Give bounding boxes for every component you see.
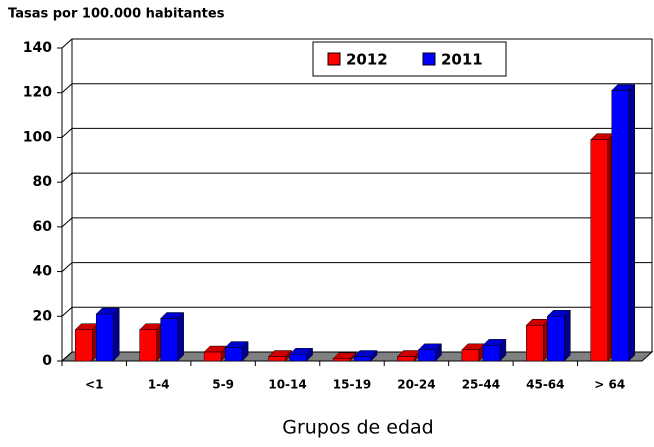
legend-label: 2011 <box>441 51 483 69</box>
legend-swatch <box>422 52 436 66</box>
y-tick-label: 20 <box>33 308 53 324</box>
x-tick-label: 20-24 <box>397 378 435 392</box>
bar-side <box>112 307 120 362</box>
grid-line-side <box>61 351 73 362</box>
legend-swatch <box>327 52 341 66</box>
bar <box>289 354 307 362</box>
bar <box>590 139 609 362</box>
bar <box>203 351 222 362</box>
bar-side <box>628 83 636 362</box>
grid-line-side <box>61 172 73 183</box>
bar <box>332 358 351 362</box>
bar <box>95 313 114 362</box>
grid-line-side <box>61 262 73 272</box>
grid-line-side <box>61 83 73 94</box>
x-tick-label: 10-14 <box>268 378 306 392</box>
y-tick-label: 40 <box>33 264 53 280</box>
plot-back-wall <box>71 38 653 353</box>
x-tick-label: 15-19 <box>333 378 371 392</box>
grid-line-side <box>61 128 73 138</box>
x-tick-label: 45-64 <box>526 378 564 392</box>
x-axis-label: Grupos de edad <box>282 417 433 439</box>
chart-title: Tasas por 100.000 habitantes <box>8 7 225 22</box>
grid-line-side <box>61 38 73 49</box>
bar <box>353 356 372 362</box>
y-tick-label: 100 <box>23 129 52 145</box>
bar <box>139 329 157 362</box>
bar-side <box>177 311 184 362</box>
y-tick-label: 60 <box>33 219 53 235</box>
x-tick-label: 25-44 <box>462 378 500 392</box>
bar <box>611 90 630 362</box>
y-tick-label: 140 <box>23 40 52 56</box>
bar <box>160 318 178 362</box>
legend-box <box>312 41 507 77</box>
bar <box>526 324 544 362</box>
bar <box>268 356 286 362</box>
bar <box>397 356 415 362</box>
bar <box>418 349 436 362</box>
bar-side <box>564 309 571 362</box>
x-tick-label: <1 <box>85 378 103 392</box>
x-tick-label: > 64 <box>594 378 625 392</box>
grid-line-side <box>61 217 73 228</box>
bar <box>482 345 501 362</box>
y-tick-label: 80 <box>33 174 53 190</box>
bar <box>74 329 93 362</box>
bar <box>461 349 480 362</box>
bar <box>224 347 243 362</box>
bar <box>547 316 565 362</box>
grid-line-side <box>61 306 73 317</box>
y-tick-label: 120 <box>23 85 52 101</box>
y-tick-label: 0 <box>42 353 52 369</box>
x-tick-label: 5-9 <box>212 378 234 392</box>
x-tick-label: 1-4 <box>148 378 170 392</box>
legend-label: 2012 <box>346 51 388 69</box>
